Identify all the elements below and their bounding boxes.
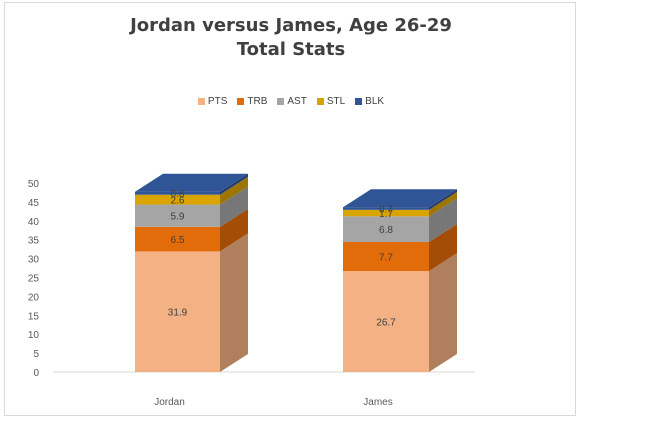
bar-segment-side	[220, 176, 248, 205]
bar-top-face	[135, 173, 248, 192]
bar-segment	[135, 251, 220, 372]
y-tick-label: 45	[28, 198, 40, 209]
y-tick-label: 15	[28, 311, 40, 322]
legend-label: BLK	[365, 96, 385, 107]
legend-item: STL	[316, 96, 346, 107]
data-label: 31.9	[168, 308, 188, 319]
bar-segment	[343, 207, 429, 210]
legend-label: STL	[326, 96, 346, 107]
legend-swatch	[237, 98, 245, 105]
legend-label: AST	[287, 96, 307, 107]
bar-segment-side	[220, 186, 248, 227]
chart-subtitle: Total Stats	[236, 39, 346, 60]
bar-segment-side	[429, 189, 457, 210]
data-label: 2.6	[171, 196, 185, 207]
legend: PTS TRB AST STL BLK	[5, 96, 577, 107]
y-tick-label: 35	[28, 236, 40, 247]
chart-title: Jordan versus James, Age 26-29	[130, 15, 452, 36]
bar-segment	[343, 241, 429, 272]
y-tick-label: 30	[28, 255, 40, 266]
legend-label: PTS	[207, 96, 228, 107]
bar-segment-side	[220, 208, 248, 252]
x-tick-label: Jordan	[154, 397, 185, 408]
bar-segment	[135, 204, 220, 227]
bar-segment	[135, 226, 220, 252]
legend-swatch	[277, 98, 285, 105]
y-tick-label: 25	[28, 274, 40, 285]
data-label: 6.5	[171, 235, 185, 246]
data-label: 1.7	[379, 209, 393, 220]
data-label: 0.7	[379, 205, 393, 216]
y-tick-label: 50	[28, 179, 40, 190]
bar-segment	[343, 271, 429, 372]
data-label: 26.7	[376, 318, 396, 329]
y-tick-label: 20	[28, 292, 40, 303]
legend-swatch	[197, 98, 205, 105]
legend-item: AST	[277, 96, 307, 107]
bar-segment	[135, 191, 220, 195]
y-tick-label: 40	[28, 217, 40, 228]
data-label: 7.7	[379, 253, 393, 264]
stacked-bar-chart: 0 5 10 15 20 25 30 35 40 45 50 31.9 6.5 5.9 2.60.8 Jord…	[28, 173, 475, 408]
bar-segment	[135, 194, 220, 205]
y-tick-label: 5	[33, 349, 39, 360]
chart-area: Jordan versus James, Age 26-29 Total Sta…	[4, 2, 576, 416]
x-tick-label: James	[363, 397, 392, 408]
bar-segment-side	[429, 191, 457, 217]
legend-swatch	[355, 98, 363, 105]
legend-item: BLK	[355, 96, 384, 107]
y-tick-label: 0	[33, 368, 39, 379]
legend-swatch	[316, 98, 324, 105]
bar-segment	[343, 209, 429, 217]
bar-segment-side	[429, 198, 457, 242]
bar-top-face	[343, 189, 457, 208]
data-label: 6.8	[379, 225, 393, 236]
data-label: 5.9	[171, 212, 185, 223]
bar-segment-side	[429, 253, 457, 372]
bar-segment-side	[220, 233, 248, 372]
legend-item: PTS	[197, 96, 228, 107]
bar-segment-side	[220, 173, 248, 195]
bar-segment-side	[429, 223, 457, 272]
legend-item: TRB	[237, 96, 267, 107]
data-label: 0.8	[171, 189, 185, 200]
legend-label: TRB	[247, 96, 268, 107]
y-tick-label: 10	[28, 330, 40, 341]
bar-segment	[343, 216, 429, 242]
